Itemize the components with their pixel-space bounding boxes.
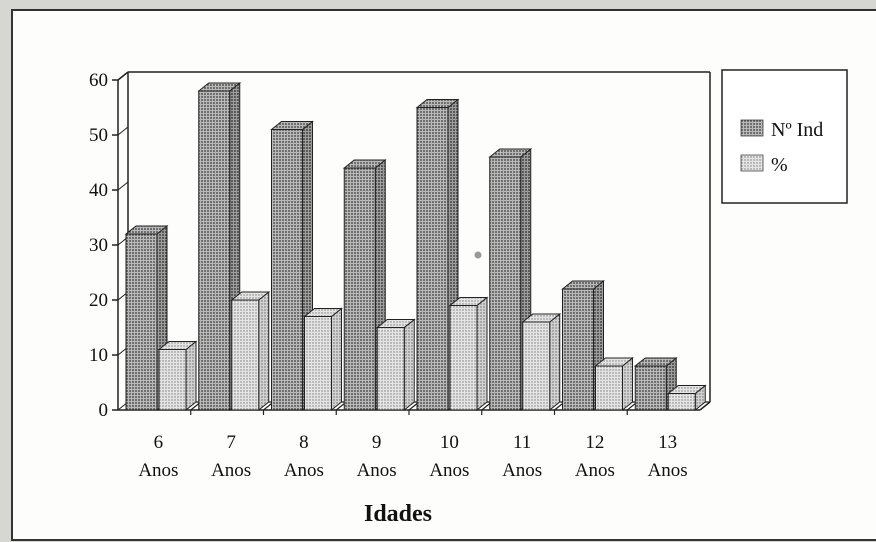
stray-mark <box>474 251 482 259</box>
bar-side-face <box>622 356 633 412</box>
x-tick-label: 10 <box>440 432 459 453</box>
bar-side-face <box>258 290 270 412</box>
x-tick-label-unit: Anos <box>429 460 469 481</box>
legend-swatch-series-2 <box>740 154 764 172</box>
bar-front-face <box>562 288 594 411</box>
x-axis-title: Idades <box>364 501 432 527</box>
bar-front-face <box>634 365 667 411</box>
legend-box <box>721 69 848 204</box>
y-tick-label: 30 <box>89 235 108 256</box>
x-tick-label-unit: Anos <box>284 460 324 481</box>
bar-front-face <box>304 316 332 411</box>
bar-front-face <box>595 365 623 411</box>
bar-series-1 <box>124 224 169 412</box>
bar-series-2 <box>375 318 416 412</box>
x-tick-label: 9 <box>372 432 382 453</box>
bar-side-face <box>403 318 415 412</box>
y-tick-depth <box>117 71 129 81</box>
bar-series-2 <box>230 290 271 412</box>
legend-label-series-2: % <box>771 154 788 176</box>
bar-group <box>124 81 707 412</box>
legend-label-series-1: Nº Ind <box>771 119 823 141</box>
bar-front-face <box>489 156 522 411</box>
y-tick-label: 0 <box>99 400 109 421</box>
x-tick-label: 12 <box>585 432 604 453</box>
x-tick-label: 8 <box>299 432 309 453</box>
bar-front-face <box>343 167 376 411</box>
y-tick-label: 60 <box>89 70 108 91</box>
bar-side-face <box>185 340 197 412</box>
bar-side-face <box>476 296 488 412</box>
y-tick-label: 50 <box>89 125 108 146</box>
x-axis-labels: 6 Anos 7 Anos 8 Anos 9 Anos 10 Anos 11 Anos 12 Anos 13… <box>138 432 687 481</box>
x-tick-label-unit: Anos <box>211 460 251 481</box>
bar-series-2 <box>521 312 562 412</box>
bar-front-face <box>416 107 449 411</box>
bar-front-face <box>522 321 551 411</box>
bar-side-face <box>549 312 561 412</box>
bar-series-2 <box>157 340 198 412</box>
y-tick-label: 20 <box>89 290 108 311</box>
bar-series-2 <box>448 296 489 412</box>
y-tick-depth <box>117 181 129 191</box>
bar-front-face <box>667 393 696 411</box>
legend: Nº Ind % <box>721 69 848 204</box>
x-tick-label: 7 <box>226 432 236 453</box>
bar-front-face <box>271 129 303 411</box>
bar-front-face <box>158 349 187 411</box>
floor-right-edge <box>699 401 711 411</box>
bar-series-2 <box>303 307 343 412</box>
x-tick-label-unit: Anos <box>575 460 615 481</box>
bar-front-face <box>125 233 158 411</box>
bar-front-face <box>376 327 405 411</box>
x-tick-label: 13 <box>658 432 677 453</box>
y-tick-label: 10 <box>89 345 108 366</box>
x-tick-label-unit: Anos <box>138 460 178 481</box>
bar-series-2 <box>666 384 707 412</box>
x-tick-label-unit: Anos <box>357 460 397 481</box>
bar-series-2 <box>594 356 634 412</box>
bar-front-face <box>231 299 260 411</box>
bar-front-face <box>449 305 478 411</box>
y-tick-depth <box>117 126 129 136</box>
x-tick-label-unit: Anos <box>648 460 688 481</box>
bar-side-face <box>331 307 342 412</box>
bar-series-1 <box>488 147 533 412</box>
x-tick-label: 11 <box>513 432 531 453</box>
x-tick-label-unit: Anos <box>502 460 542 481</box>
y-tick-label: 40 <box>89 180 108 201</box>
bar-series-1 <box>197 81 242 412</box>
bar-front-face <box>198 90 231 411</box>
legend-swatch-series-1 <box>740 119 764 137</box>
x-tick-label: 6 <box>154 432 164 453</box>
